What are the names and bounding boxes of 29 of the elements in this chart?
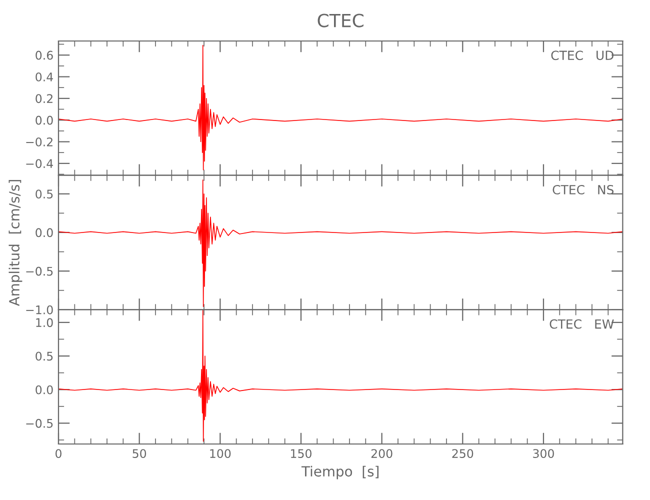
y-tick-label: −0.2 [26,137,52,146]
y-tick-label: 0.5 [36,352,53,361]
y-tick-label: 0.4 [36,72,53,82]
y-tick-label: 0.0 [36,385,53,394]
line-series [58,44,623,170]
y-tick-label: −0.4 [26,159,53,168]
annotation: CTEC UD [551,50,614,60]
line-series [58,180,623,307]
y-tick-label: 1.0 [36,318,53,328]
y-tick-label: −0.5 [26,418,53,428]
y-tick-label: 0.2 [36,94,52,104]
y-axis-title: Amplitud [cm/s/s] [8,180,22,306]
x-tick-label: 50 [132,449,146,458]
annotation: CTEC NS [552,184,614,194]
x-tick-label: 150 [291,449,312,458]
x-tick-label: 250 [452,449,474,458]
y-tick-label: 0.0 [36,116,53,125]
x-tick-label: 0 [56,449,62,458]
annotation: CTEC EW [550,319,614,329]
y-tick-label: −0.5 [26,266,53,276]
y-tick-label: 0.6 [36,50,53,60]
x-tick-label: 300 [533,449,554,458]
y-tick-label: 0.5 [36,190,53,199]
x-tick-label: 200 [371,449,392,458]
y-tick-label: −1.0 [26,305,53,314]
chart-title: CTEC [318,14,364,28]
y-tick-label: 0.0 [36,228,53,238]
x-tick-label: 100 [210,449,231,458]
x-axis-title: Tiempo [s] [301,466,379,480]
